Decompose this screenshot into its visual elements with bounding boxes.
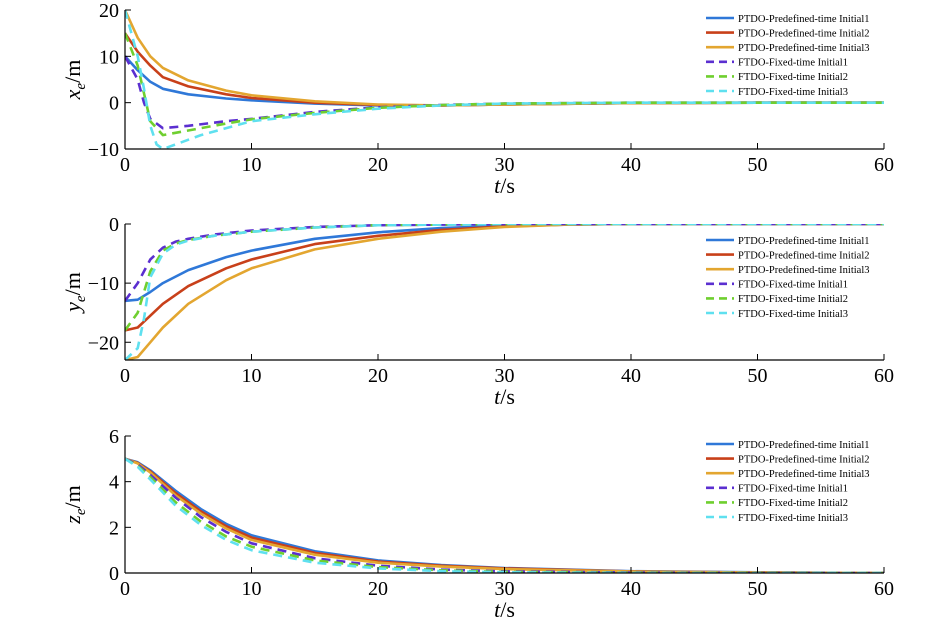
x-tick-label: 10 [242,365,262,387]
x-tick-label: 0 [120,578,130,600]
x-tick-label: 30 [495,578,515,600]
y-tick-label: −10 [88,273,119,295]
y-tick-label: 0 [109,93,119,115]
x-tick-label: 60 [874,365,894,387]
y-tick-label: −10 [88,139,119,161]
legend-entry-label: PTDO-Predefined-time Initial1 [738,440,870,451]
x-axis-label: t/s [494,597,515,622]
x-tick-label: 30 [495,154,515,176]
x-axis-label: t/s [494,173,515,198]
y-tick-label: 0 [109,563,119,585]
series-line-6 [125,10,884,149]
chart-panel-xe: 0 10 20 30 40 50 60−1001020t/sxe/mPTDO-Predefi… [60,0,894,198]
y-tick-label: −20 [88,332,119,354]
x-tick-label: 50 [748,154,768,176]
y-axis-label: ye/m [60,272,89,314]
y-tick-label: 10 [99,46,119,68]
legend-entry-label: FTDO-Fixed-time Initial2 [738,72,848,83]
x-tick-label: 0 [120,154,130,176]
legend-entry-label: PTDO-Predefined-time Initial3 [738,265,870,276]
legend-entry-label: FTDO-Fixed-time Initial3 [738,513,848,524]
legend-entry-label: FTDO-Fixed-time Initial2 [738,498,848,509]
legend-entry-label: FTDO-Fixed-time Initial2 [738,294,848,305]
y-axis-label: ze/m [60,485,89,524]
x-tick-label: 10 [242,578,262,600]
x-tick-label: 60 [874,154,894,176]
series-line-4 [125,224,884,302]
legend-entry-label: PTDO-Predefined-time Initial3 [738,469,870,480]
x-tick-label: 60 [874,578,894,600]
chart-panel-ze: 0 10 20 30 40 50 60 0 2 4 6 t/s ze/m PTDO-Predefined-… [60,426,894,622]
series-group [125,224,884,360]
legend-entry-label: FTDO-Fixed-time Initial3 [738,309,848,320]
y-tick-label: 2 [109,517,119,539]
y-tick-label: 6 [109,426,119,448]
y-axis-label: xe/m [60,60,89,101]
legend: PTDO-Predefined-time Initial1 PTDO-Predef… [706,440,870,524]
x-tick-label: 30 [495,365,515,387]
legend-entry-label: FTDO-Fixed-time Initial3 [738,87,848,98]
legend-entry-label: FTDO-Fixed-time Initial1 [738,58,848,69]
x-tick-label: 20 [368,365,388,387]
chart-panel-ye: 0 10 20 30 40 50 60 −20 −10 0 t/s ye/m PTDO-Predefin… [60,214,894,409]
y-tick-label: 4 [109,472,119,494]
x-tick-label: 20 [368,154,388,176]
legend-entry-label: PTDO-Predefined-time Initial2 [738,250,870,261]
x-tick-label: 40 [621,365,641,387]
y-tick-label: 20 [99,0,119,22]
legend: PTDO-Predefined-time Initial1 PTDO-Predef… [706,14,870,98]
x-tick-label: 20 [368,578,388,600]
series-line-5 [125,32,884,137]
legend-entry-label: PTDO-Predefined-time Initial2 [738,28,870,39]
x-tick-label: 50 [748,365,768,387]
y-tick-label: 0 [109,214,119,236]
legend-entry-label: PTDO-Predefined-time Initial2 [738,454,870,465]
series-line-6 [125,224,884,360]
x-tick-label: 0 [120,365,130,387]
x-axis-label: t/s [494,384,515,409]
x-tick-label: 10 [242,154,262,176]
x-tick-label: 50 [748,578,768,600]
x-tick-label: 40 [621,578,641,600]
legend-entry-label: FTDO-Fixed-time Initial1 [738,484,848,495]
legend-entry-label: PTDO-Predefined-time Initial1 [738,236,870,247]
legend-entry-label: PTDO-Predefined-time Initial3 [738,43,870,54]
x-tick-label: 40 [621,154,641,176]
legend-entry-label: FTDO-Fixed-time Initial1 [738,280,848,291]
legend-entry-label: PTDO-Predefined-time Initial1 [738,14,870,25]
legend: PTDO-Predefined-time Initial1 PTDO-Predef… [706,236,870,320]
series-group [125,10,884,149]
